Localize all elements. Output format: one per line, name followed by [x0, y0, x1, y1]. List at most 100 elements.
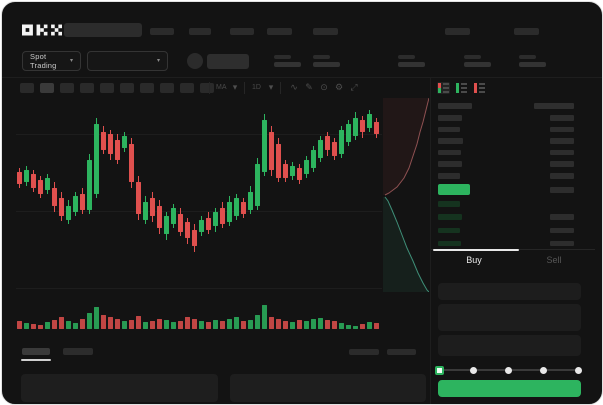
fullscreen-icon[interactable]: ⤢ [350, 83, 358, 93]
volume-bar [45, 322, 50, 329]
pair-selector[interactable]: ▾ [87, 51, 168, 71]
chevron-down-icon[interactable]: ▾ [268, 83, 274, 93]
timeframe-button[interactable] [20, 83, 34, 93]
trade-input-field[interactable] [438, 283, 581, 300]
slider-handle[interactable] [434, 365, 444, 375]
timeframe-button[interactable] [160, 83, 174, 93]
book-asks-icon[interactable] [473, 82, 486, 94]
nav-item[interactable] [267, 28, 292, 35]
ma-overlay-dropdown[interactable]: MA [216, 84, 227, 91]
stat-label [274, 55, 291, 59]
timeframe-button[interactable] [180, 83, 194, 93]
chevron-down-icon: ▾ [156, 58, 160, 64]
candle [255, 164, 260, 206]
candle [262, 120, 267, 172]
volume-bar [304, 321, 309, 329]
interval-dropdown[interactable]: 1D [252, 84, 261, 91]
candle [150, 198, 155, 216]
timeframe-button[interactable] [200, 83, 214, 93]
ask-amount [550, 115, 574, 121]
nav-item[interactable] [230, 28, 254, 35]
timeframe-button[interactable] [140, 83, 154, 93]
slider-stop[interactable] [574, 366, 582, 374]
chevron-down-icon: ▾ [69, 58, 73, 64]
gridline [16, 134, 382, 135]
buy-submit-button[interactable] [438, 380, 581, 397]
slider-stop[interactable] [470, 366, 478, 374]
volume-bar [360, 324, 365, 329]
book-both-icon[interactable] [437, 82, 450, 94]
candle [31, 174, 36, 188]
slider-stop[interactable] [505, 366, 512, 374]
stat-value [464, 62, 491, 67]
timeframe-button[interactable] [80, 83, 94, 93]
book-bids-icon[interactable] [455, 82, 468, 94]
line-style-icon[interactable]: ∿ [290, 83, 298, 93]
candle [157, 206, 162, 228]
candle [73, 196, 78, 212]
volume-bar [80, 319, 85, 329]
candle [143, 202, 148, 220]
volume-bar [164, 320, 169, 329]
volume-bar [31, 324, 36, 329]
trade-input-field[interactable] [438, 335, 581, 356]
candle [304, 160, 309, 174]
volume-bar [367, 322, 372, 329]
slider-stop[interactable] [539, 366, 547, 374]
candle [129, 144, 134, 182]
timeframe-button[interactable] [60, 83, 74, 93]
volume-bar [318, 318, 323, 329]
divider [244, 82, 245, 94]
candlestick-chart[interactable] [16, 98, 382, 292]
okx-logo [22, 24, 62, 36]
bid-amount [550, 227, 574, 234]
candle [346, 124, 351, 142]
candle [248, 192, 253, 210]
tab-sell[interactable]: Sell [546, 255, 562, 265]
trade-input-field[interactable] [438, 304, 581, 331]
bottom-tab-action[interactable] [349, 349, 379, 355]
snapshot-icon[interactable]: ⊙ [320, 83, 328, 93]
candle [171, 208, 176, 224]
volume-bar [325, 320, 330, 329]
last-price-amount [550, 187, 574, 193]
volume-bar [185, 317, 190, 329]
nav-item[interactable] [514, 28, 539, 35]
candle [66, 206, 71, 220]
candle [290, 166, 295, 176]
bottom-tab[interactable] [22, 348, 50, 355]
candle [122, 136, 127, 148]
coin-icon [187, 53, 203, 69]
volume-bar [115, 319, 120, 329]
candle [213, 212, 218, 226]
volume-bar [129, 320, 134, 329]
search-input[interactable] [64, 23, 142, 37]
gridline [16, 211, 382, 212]
timeframe-button[interactable] [40, 83, 54, 93]
settings-icon[interactable]: ⚙ [334, 83, 344, 93]
nav-item[interactable] [150, 28, 174, 35]
volume-bar [262, 305, 267, 329]
bottom-tabs [2, 346, 430, 364]
volume-bar [276, 319, 281, 329]
candle [325, 136, 330, 150]
timeframe-button[interactable] [120, 83, 134, 93]
nav-item[interactable] [189, 28, 211, 35]
candle [318, 140, 323, 158]
bottom-tab-action[interactable] [387, 349, 416, 355]
stat-label [519, 55, 536, 59]
volume-bar [374, 323, 379, 329]
volume-bar [283, 321, 288, 329]
bottom-tab[interactable] [63, 348, 93, 355]
volume-bar [101, 315, 106, 329]
tab-buy[interactable]: Buy [466, 255, 482, 265]
candle [164, 216, 169, 234]
chevron-down-icon[interactable]: ▾ [232, 83, 238, 93]
draw-icon[interactable]: ✎ [305, 83, 313, 93]
nav-item[interactable] [313, 28, 338, 35]
trade-mode-selector[interactable]: Spot Trading ▾ [22, 51, 81, 71]
timeframe-button[interactable] [100, 83, 114, 93]
ask-price [438, 138, 463, 144]
nav-item[interactable] [445, 28, 470, 35]
ask-amount [550, 138, 574, 144]
